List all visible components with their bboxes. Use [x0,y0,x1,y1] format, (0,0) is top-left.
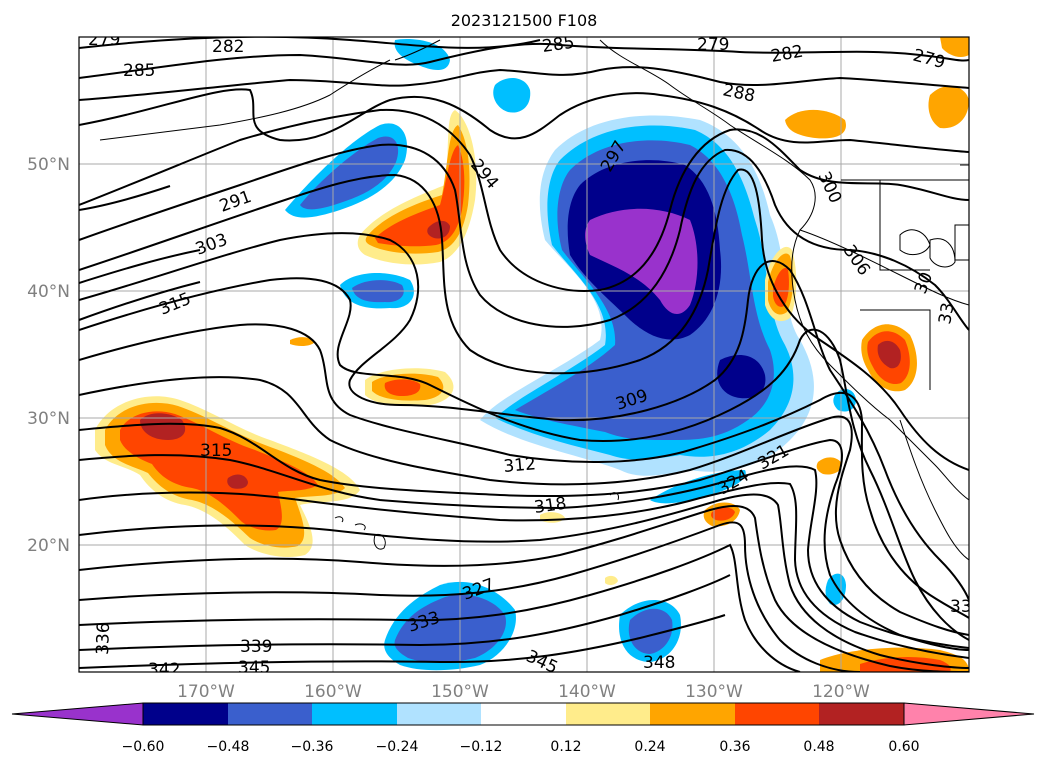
colorbar-tick-label: 0.36 [719,739,750,755]
contour-lines [79,37,969,672]
shade-ne-warm2 [940,37,969,58]
colorbar-min-extend [11,702,144,726]
shade-hawaii-warm5 [227,474,248,489]
shade-south-blue2 [628,608,673,654]
colorbar-tick-label: 0.12 [550,739,581,755]
map-panel: 279 282 285 279 282 279 285 288 294 297 … [79,30,972,680]
colorbar-bin [228,703,312,725]
colorbar-tick-label: 0.24 [634,739,665,755]
colorbar-tick-label: −0.60 [122,739,165,755]
contour-label: 315 [200,441,232,461]
contour-label: 342 [148,660,180,680]
colorbar-bin [650,703,735,725]
lon-label: 150°W [431,682,489,702]
colorbar-bin [312,703,397,725]
shade-mid-warm3 [384,379,421,396]
colorbar-tick-label: −0.12 [460,739,503,755]
lon-label: 130°W [685,682,743,702]
shade-north-cyan [493,78,531,113]
lon-label: 160°W [304,682,362,702]
contour-label: 312 [503,454,537,477]
colorbar-tick-label: 0.60 [888,739,919,755]
contour-label: 339 [240,637,272,657]
colorbar-bin [481,703,566,725]
shade-socal-warm3 [877,340,901,369]
contour-label: 348 [643,653,675,673]
lat-label: 30°N [27,409,70,429]
lon-label: 170°W [177,682,235,702]
contour-label: 33 [950,597,972,617]
contour-label: 336 [93,622,114,655]
contour-label: 285 [541,33,576,57]
lon-axis: 170°W 160°W 150°W 140°W 130°W 120°W [177,682,870,702]
contour-label: 279 [88,30,120,50]
shade-warm-dot [290,337,315,347]
shade-hawaii-warm3 [120,411,318,531]
coastlines [99,39,969,561]
lat-label: 40°N [27,282,70,302]
lat-axis: 50°N 40°N 30°N 20°N [27,155,70,556]
map-frame [78,36,970,673]
shade-ne-pacific-purple [585,208,698,315]
colorbar-max-extend [903,702,1035,726]
shade-ne-warm [928,85,969,129]
shaded-field-positive [95,37,969,672]
lon-label: 140°W [558,682,616,702]
lat-label: 20°N [27,536,70,556]
colorbar-bin [735,703,819,725]
shade-hawaii-warm4 [140,413,186,440]
lat-label: 50°N [27,155,70,175]
colorbar-bin [143,703,228,725]
contour-label: 279 [697,35,729,55]
colorbar-tick-label: −0.48 [207,739,250,755]
shade-east-warm [816,457,842,475]
colorbar-bin [819,703,904,725]
shade-oregon-warm3 [773,268,789,307]
colorbar-frame [142,702,905,726]
shade-bc-warm [785,109,846,139]
contour-label: 282 [212,37,244,57]
shade-se-warm2 [860,656,951,672]
chart-title: 2023121500 F108 [451,11,598,30]
colorbar-bin [566,703,650,725]
colorbar-ticks: −0.60 −0.48 −0.36 −0.24 −0.12 0.12 0.24 … [122,739,920,755]
shade-baja-warm2 [711,507,735,521]
shade-warm-gulf4 [427,220,450,239]
contour-label: 345 [238,658,270,678]
colorbar-bin [397,703,481,725]
colorbar-tick-label: 0.48 [803,739,834,755]
contour-label: 33 [935,301,958,326]
contour-label: 318 [533,494,568,518]
shade-small-warm2 [605,575,618,586]
colorbar-tick-label: −0.36 [291,739,334,755]
lon-label: 120°W [812,682,870,702]
colorbar: −0.60 −0.48 −0.36 −0.24 −0.12 0.12 0.24 … [11,702,1035,755]
shade-gulf-alaska-blue2 [300,136,399,210]
contour-label: 285 [123,61,155,81]
colorbar-tick-label: −0.24 [376,739,419,755]
